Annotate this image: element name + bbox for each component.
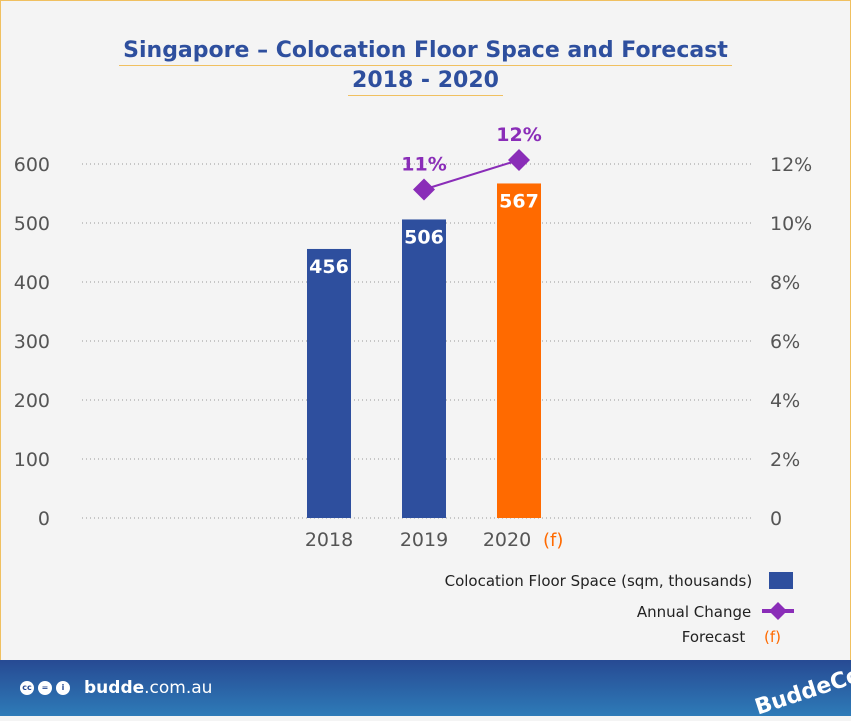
y-left-tick-label: 600 [14, 154, 50, 176]
license-icons: cc = i [20, 681, 70, 695]
y-right-tick-label: 10% [770, 213, 812, 235]
chart-plot: 0 100 200 300 400 500 600 0 2% 4% 6% 8% 10% 12% 456 201… [14, 124, 813, 551]
y-left-tick-label: 300 [14, 331, 50, 353]
y-left-tick-label: 0 [38, 508, 50, 530]
legend-item-floor-space: Colocation Floor Space (sqm, thousands) [445, 572, 793, 590]
y-right-tick-label: 2% [770, 449, 800, 471]
nd-icon: = [38, 681, 52, 695]
forecast-marker: (f) [764, 628, 781, 646]
legend-item-forecast: Forecast (f) [682, 628, 781, 646]
legend-label: Colocation Floor Space (sqm, thousands) [444, 572, 753, 590]
legend-label: Annual Change [636, 603, 752, 621]
x-tick-label: 2019 [400, 529, 448, 551]
bar-value-label: 456 [309, 256, 349, 278]
y-left-tick-label: 100 [14, 449, 50, 471]
legend-square-icon [769, 572, 793, 589]
legend-label: Forecast [681, 628, 746, 646]
bar-value-label: 567 [499, 190, 539, 212]
annual-change-point [413, 178, 435, 201]
site-link[interactable]: budde.com.au [84, 678, 213, 698]
buddecomm-logo: BuddeComm [751, 648, 851, 721]
footer-bar: cc = i budde.com.au BuddeComm [0, 649, 851, 720]
annual-change-label: 11% [401, 154, 446, 176]
bar-2018 [307, 248, 351, 518]
bar-2020 [497, 183, 541, 518]
y-left-tick-label: 500 [14, 213, 50, 235]
y-left-tick-label: 400 [14, 272, 50, 294]
y-right-tick-label: 0 [770, 508, 782, 530]
chart-subtitle: 2018 - 2020 [0, 68, 851, 96]
x-tick-label: 2018 [305, 529, 353, 551]
bar-value-label: 506 [404, 226, 444, 248]
legend-diamond-icon [762, 602, 794, 620]
forecast-marker: (f) [543, 530, 563, 551]
chart-title: Singapore – Colocation Floor Space and F… [0, 38, 851, 66]
annual-change-line [423, 159, 520, 191]
legend-item-annual-change: Annual Change [637, 601, 796, 621]
y-right-tick-label: 12% [770, 154, 812, 176]
bar-2019 [402, 219, 446, 518]
y-left-tick-label: 200 [14, 390, 50, 412]
y-right-tick-label: 6% [770, 331, 800, 353]
annual-change-label: 12% [496, 124, 541, 146]
by-icon: i [56, 681, 70, 695]
cc-icon: cc [20, 681, 34, 695]
annual-change-point [508, 149, 530, 171]
y-right-tick-label: 8% [770, 272, 800, 294]
y-right-tick-label: 4% [770, 390, 800, 412]
x-tick-label: 2020 [483, 529, 531, 551]
